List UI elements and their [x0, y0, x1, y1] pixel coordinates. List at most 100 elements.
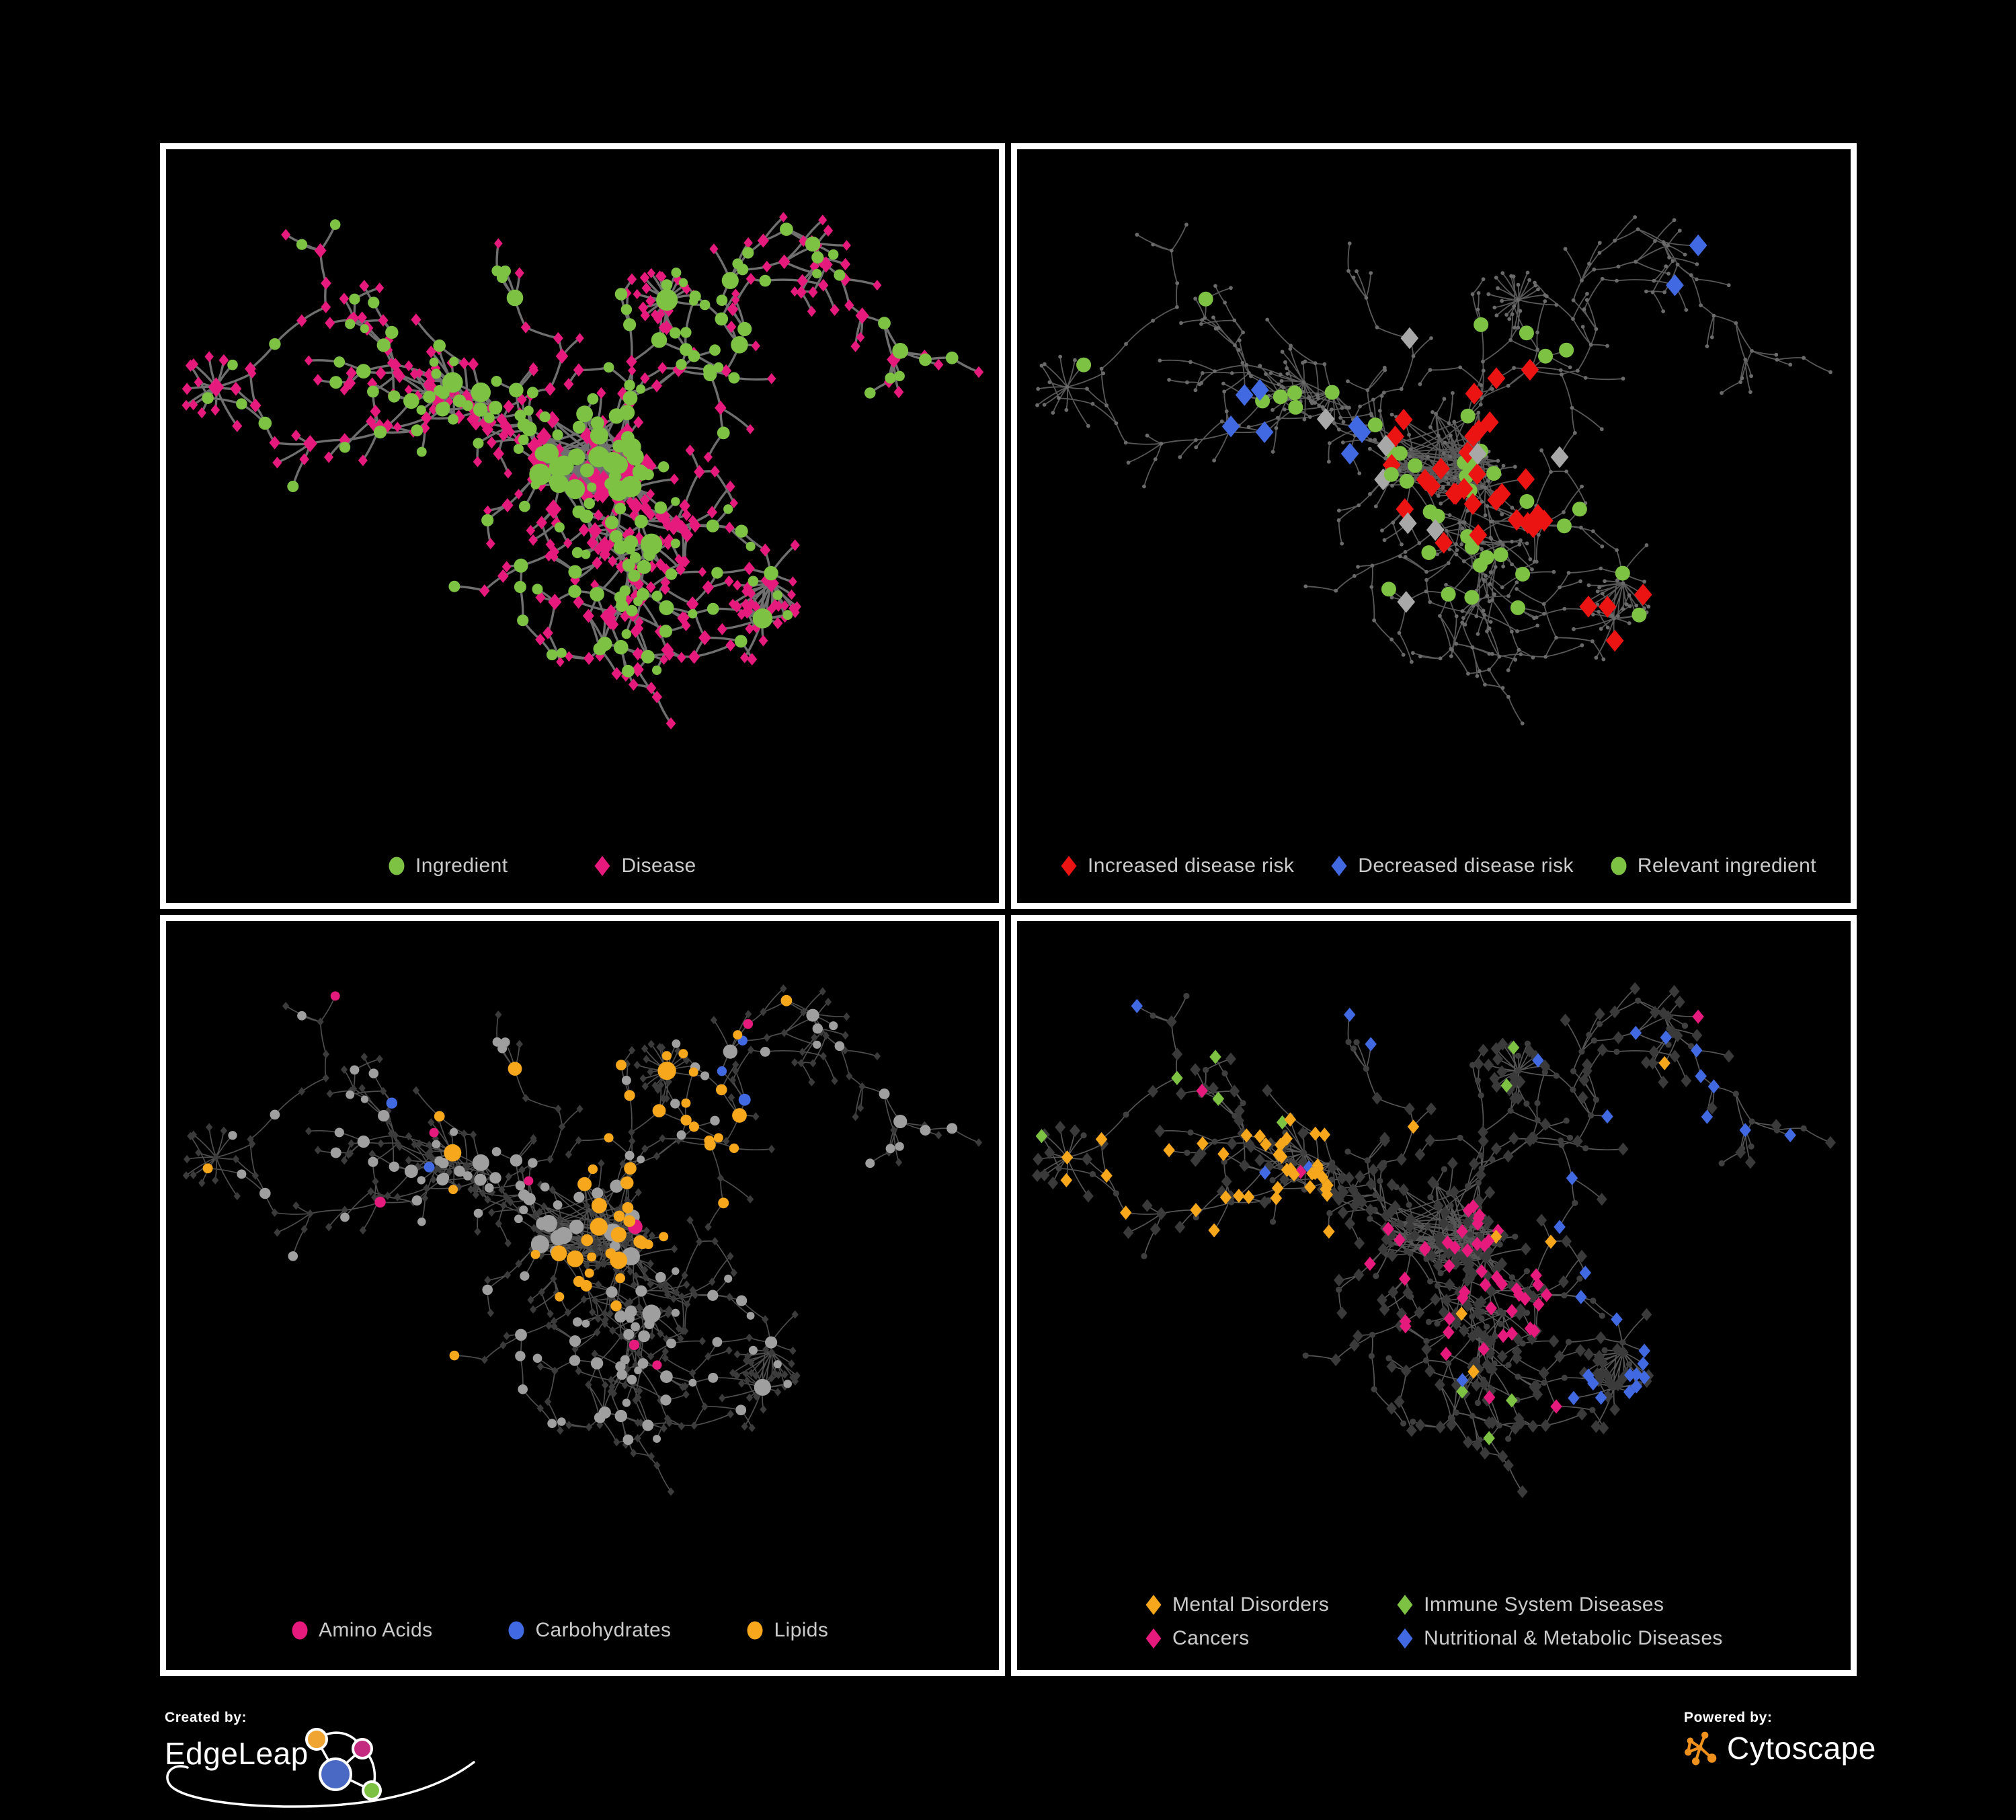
disease-node — [565, 1150, 572, 1159]
disease-node — [890, 1125, 897, 1135]
backdrop-node — [1528, 557, 1533, 561]
backdrop-node — [1542, 612, 1546, 616]
nutrient-class-node — [717, 1066, 727, 1076]
disease-node — [1433, 1259, 1444, 1272]
ingredient-node — [945, 351, 959, 364]
disease-node — [621, 1380, 629, 1390]
backdrop-node — [1595, 589, 1600, 594]
ingredient-node — [1505, 1435, 1512, 1442]
ingredient-node — [609, 455, 628, 474]
disease-node — [671, 1244, 678, 1253]
ingredient-node — [491, 1147, 501, 1156]
disease-node — [249, 398, 261, 413]
backdrop-node — [1615, 278, 1619, 283]
legend-item-increased-disease-risk: Increased disease risk — [1060, 855, 1294, 877]
disease-node — [690, 1421, 698, 1430]
ingredient-node — [514, 581, 526, 593]
disease-node — [679, 1382, 686, 1392]
backdrop-node — [1501, 564, 1506, 569]
ingredient-node — [700, 1071, 710, 1080]
ingredient-node — [594, 1412, 605, 1423]
disease-node — [791, 1310, 799, 1319]
disease-node — [840, 258, 851, 271]
disease-class-node — [1461, 1243, 1474, 1258]
backdrop-node — [1341, 420, 1346, 424]
disease-node — [528, 534, 538, 546]
ingredient-node — [1447, 1202, 1454, 1209]
ingredient-node — [542, 1218, 557, 1232]
relevant-ingredient-node — [1572, 502, 1587, 517]
disease-node — [589, 1308, 596, 1316]
ingredient-node — [748, 1345, 758, 1355]
legend-label: Increased disease risk — [1088, 855, 1295, 877]
disease-node — [1371, 1091, 1383, 1105]
disease-node — [1478, 1134, 1489, 1148]
ingredient-node — [367, 385, 379, 398]
ingredient-node — [541, 447, 558, 464]
disease-node — [486, 538, 495, 549]
backdrop-node — [1408, 447, 1413, 451]
backdrop-node — [1634, 260, 1638, 264]
ingredient-node — [329, 376, 343, 389]
neutral-risk-node — [1377, 434, 1396, 457]
disease-node — [350, 1084, 358, 1093]
ingredient-node — [587, 482, 597, 492]
backdrop-node — [1683, 252, 1687, 257]
ingredient-node — [1269, 1177, 1276, 1183]
disease-class-node — [1273, 1147, 1285, 1162]
nutrient-class-node — [444, 1144, 462, 1162]
ingredient-node — [732, 258, 743, 270]
ingredient-node — [592, 1187, 604, 1199]
relevant-ingredient-node — [1422, 504, 1438, 520]
disease-node — [623, 1060, 631, 1068]
increased-risk-node — [1394, 409, 1413, 431]
backdrop-node — [1444, 582, 1449, 587]
backdrop-node — [1599, 566, 1603, 571]
legend-item-immune-system-diseases: Immune System Diseases — [1396, 1593, 1723, 1616]
disease-node — [733, 1350, 741, 1359]
disease-node — [689, 518, 701, 533]
ingredient-node — [1625, 1361, 1633, 1368]
ingredient-node — [576, 405, 593, 423]
backdrop-node — [1085, 387, 1089, 391]
backdrop-node — [1179, 321, 1183, 325]
backdrop-node — [1461, 616, 1465, 620]
backdrop-node — [1601, 591, 1605, 596]
nutrient-class-node — [713, 1133, 723, 1143]
ingredient-node — [334, 1127, 344, 1138]
backdrop-node — [1476, 632, 1480, 636]
disease-node — [536, 427, 552, 446]
disease-node — [797, 274, 808, 288]
nutrient-class-node — [573, 1275, 585, 1288]
disease-node — [725, 521, 735, 534]
disease-node — [370, 405, 381, 418]
disease-node — [1512, 1332, 1523, 1346]
ingredient-node — [812, 268, 822, 279]
legend-label: Nutritional & Metabolic Diseases — [1424, 1627, 1723, 1649]
disease-node — [746, 1195, 754, 1203]
ingredient-node — [643, 469, 654, 481]
disease-node — [746, 588, 756, 600]
ingredient-node — [340, 1212, 350, 1222]
ingredient-node — [491, 376, 502, 387]
disease-node — [281, 229, 291, 241]
disease-node — [1141, 1199, 1153, 1212]
disease-node — [545, 551, 553, 562]
backdrop-node — [1476, 291, 1481, 295]
backdrop-node — [1193, 296, 1198, 301]
backdrop-node — [1446, 481, 1451, 486]
decreased-risk-node — [1353, 421, 1371, 443]
disease-node — [635, 1349, 643, 1357]
relevant-ingredient-node — [1460, 408, 1476, 424]
backdrop-node — [1802, 356, 1806, 360]
backdrop-node — [1507, 317, 1512, 321]
backdrop-node — [1475, 674, 1480, 678]
backdrop-node — [1563, 247, 1568, 251]
increased-risk-node — [1634, 584, 1652, 606]
ingredient-node — [1302, 1352, 1309, 1359]
disease-node — [678, 556, 688, 567]
backdrop-node — [1486, 292, 1491, 296]
disease-node — [819, 987, 826, 996]
disease-node — [688, 649, 700, 664]
disease-node — [745, 1333, 753, 1342]
